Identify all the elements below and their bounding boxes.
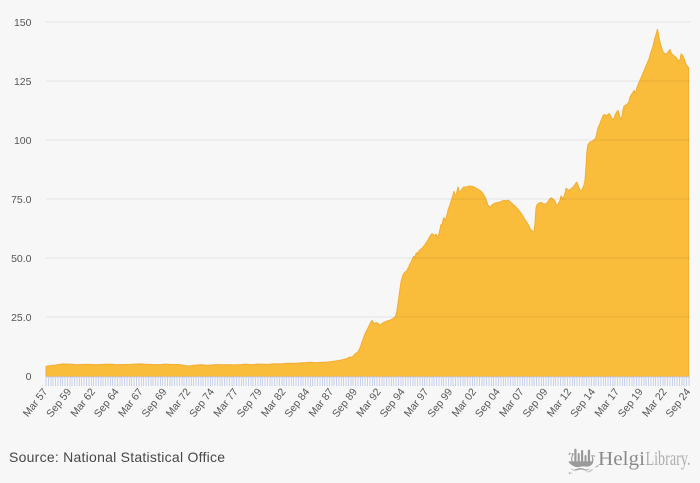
svg-text:Sep 94: Sep 94	[378, 386, 408, 420]
svg-text:75.0: 75.0	[11, 194, 32, 206]
svg-text:Sep 79: Sep 79	[235, 386, 265, 420]
svg-text:Sep 64: Sep 64	[92, 386, 122, 420]
svg-text:100: 100	[14, 135, 32, 147]
svg-text:Sep 09: Sep 09	[521, 386, 551, 420]
svg-text:125: 125	[14, 76, 32, 88]
svg-text:50.0: 50.0	[11, 253, 32, 265]
svg-text:Sep 89: Sep 89	[330, 386, 360, 420]
svg-text:Sep 99: Sep 99	[425, 386, 455, 420]
svg-text:Source: National Statistical O: Source: National Statistical Office	[9, 449, 225, 465]
svg-text:Sep 74: Sep 74	[187, 386, 217, 420]
svg-text:Sep 19: Sep 19	[616, 386, 646, 420]
svg-text:Sep 59: Sep 59	[44, 386, 74, 420]
svg-text:150: 150	[14, 17, 32, 29]
svg-text:Sep 24: Sep 24	[663, 386, 693, 420]
svg-text:Sep 84: Sep 84	[282, 386, 312, 420]
svg-text:25.0: 25.0	[11, 312, 32, 324]
svg-text:0: 0	[26, 371, 32, 383]
svg-text:Sep 04: Sep 04	[473, 386, 503, 420]
svg-text:Helgi: Helgi	[598, 448, 645, 470]
svg-text:Sep 69: Sep 69	[140, 386, 170, 420]
svg-text:Library.: Library.	[646, 448, 691, 470]
svg-text:Sep 14: Sep 14	[568, 386, 598, 420]
